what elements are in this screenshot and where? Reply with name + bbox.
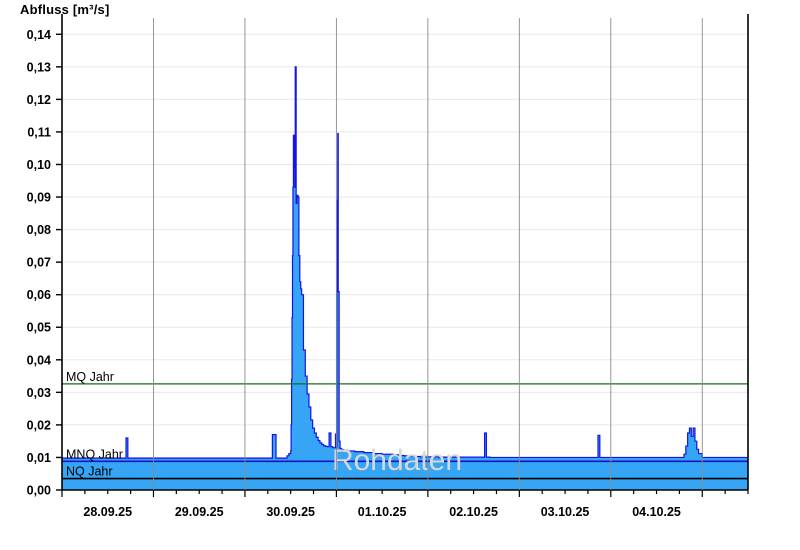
svg-text:NQ Jahr: NQ Jahr <box>66 465 113 479</box>
svg-text:28.09.25: 28.09.25 <box>83 505 132 519</box>
area-series <box>62 66 748 491</box>
svg-text:0,11: 0,11 <box>27 125 51 139</box>
svg-text:0,09: 0,09 <box>27 191 51 205</box>
svg-text:0,07: 0,07 <box>27 256 51 270</box>
watermark: Rohdaten <box>332 444 462 477</box>
svg-text:02.10.25: 02.10.25 <box>449 505 498 519</box>
svg-text:01.10.25: 01.10.25 <box>358 505 407 519</box>
svg-text:04.10.25: 04.10.25 <box>632 505 681 519</box>
svg-text:0,04: 0,04 <box>27 353 51 367</box>
svg-text:0,10: 0,10 <box>27 158 51 172</box>
page-title: Abfluss [m³/s] <box>20 2 110 17</box>
svg-text:0,06: 0,06 <box>27 288 51 302</box>
svg-text:MQ Jahr: MQ Jahr <box>66 370 114 384</box>
svg-text:30.09.25: 30.09.25 <box>266 505 315 519</box>
svg-text:03.10.25: 03.10.25 <box>541 505 590 519</box>
reference-line-labels: MQ Jahr MNQ Jahr NQ Jahr <box>66 370 123 479</box>
svg-text:0,13: 0,13 <box>27 60 51 74</box>
reference-bands <box>62 383 748 480</box>
grid-lines <box>62 33 748 458</box>
svg-text:0,02: 0,02 <box>27 418 51 432</box>
svg-text:0,12: 0,12 <box>27 93 51 107</box>
x-axis-ticks: 28.09.25 29.09.25 30.09.25 01.10.25 02.10.25… <box>61 18 749 519</box>
svg-text:0,03: 0,03 <box>27 386 51 400</box>
svg-text:0,01: 0,01 <box>27 451 51 465</box>
svg-text:0,00: 0,00 <box>27 484 51 498</box>
svg-text:0,05: 0,05 <box>27 321 51 335</box>
y-axis-ticks: 0,00 0,01 0,02 0,03 0,04 0,05 0,06 0,07 0,08 0,09… <box>27 28 62 498</box>
axes <box>61 14 749 491</box>
svg-text:29.09.25: 29.09.25 <box>175 505 224 519</box>
svg-text:MNQ Jahr: MNQ Jahr <box>66 447 123 461</box>
svg-text:0,14: 0,14 <box>27 28 51 42</box>
svg-text:Rohdaten: Rohdaten <box>332 444 462 477</box>
svg-text:0,08: 0,08 <box>27 223 51 237</box>
